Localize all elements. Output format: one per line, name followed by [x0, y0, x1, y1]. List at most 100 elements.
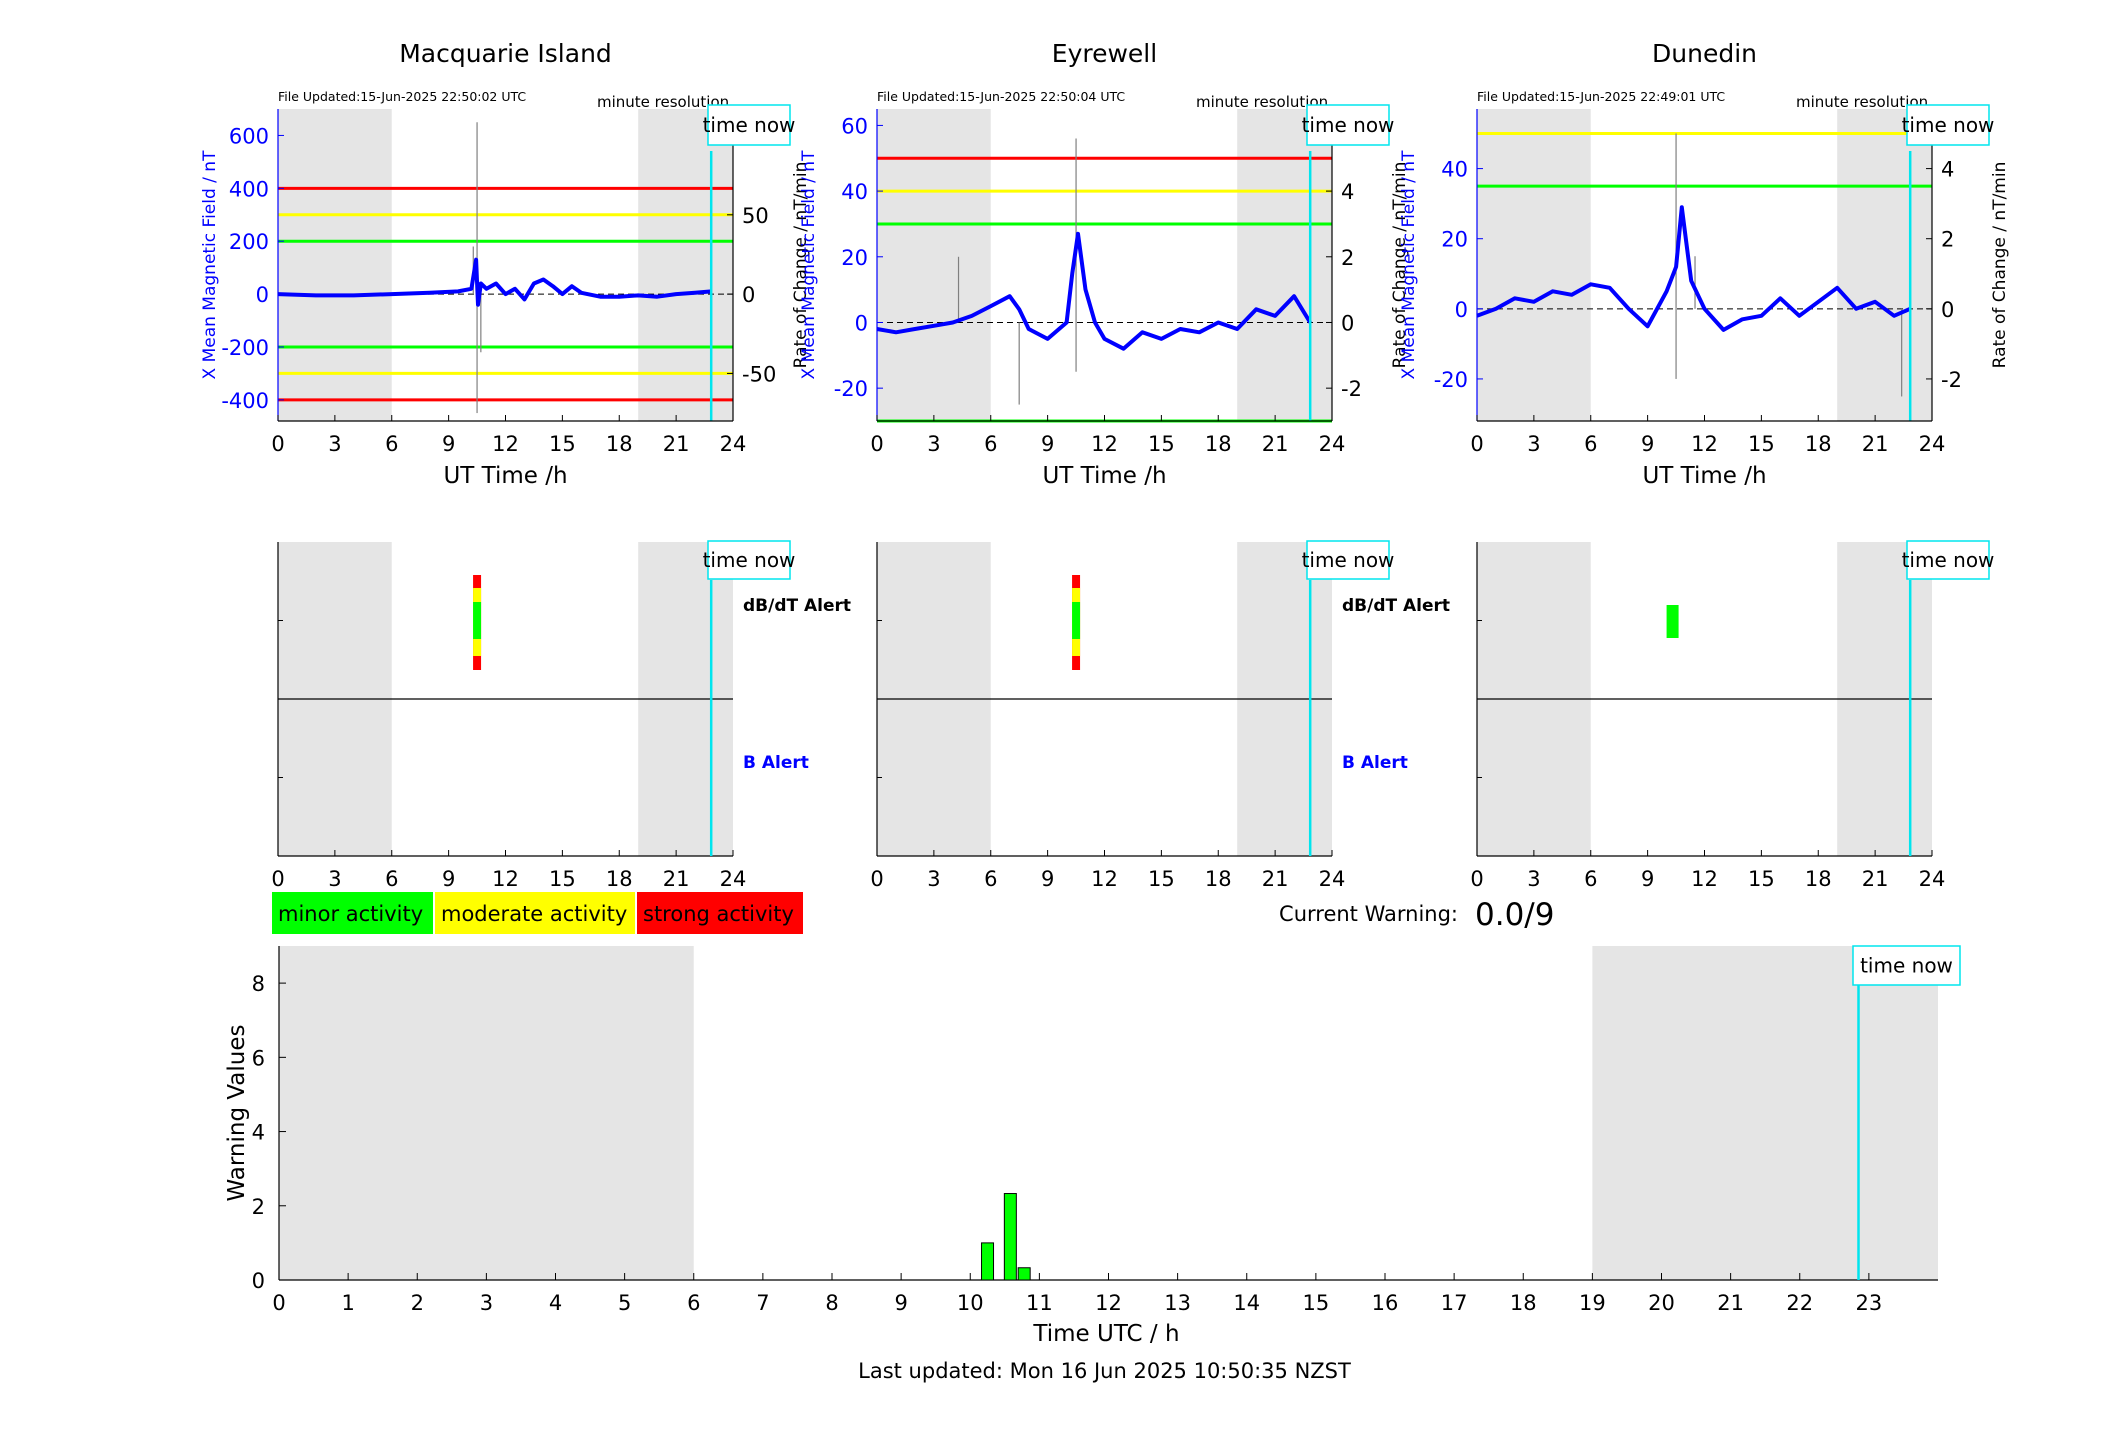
- dbdt-alert-label: dB/dT Alert: [743, 596, 851, 616]
- warning-x-tick-label: 22: [1786, 1291, 1813, 1315]
- left-tick-label: 40: [1441, 158, 1468, 182]
- alert-x-tick-label: 3: [927, 867, 940, 891]
- b-alert-label: B Alert: [1342, 753, 1408, 773]
- warning-y-tick-label: 8: [252, 972, 265, 996]
- right-tick-label: 0: [742, 283, 755, 307]
- x-axis-label: UT Time /h: [1042, 463, 1166, 489]
- left-tick-label: 20: [841, 246, 868, 270]
- x-tick-label: 21: [1262, 432, 1289, 456]
- x-tick-label: 15: [1148, 432, 1175, 456]
- left-tick-label: 0: [256, 283, 269, 307]
- legend-label: moderate activity: [441, 902, 627, 926]
- alert-x-tick-label: 21: [1262, 867, 1289, 891]
- left-tick-label: 200: [229, 230, 269, 254]
- x-tick-label: 3: [927, 432, 940, 456]
- warning-x-tick-label: 16: [1372, 1291, 1399, 1315]
- warning-x-tick-label: 7: [756, 1291, 769, 1315]
- night-shading: [278, 109, 392, 421]
- file-updated-text: File Updated:15-Jun-2025 22:50:04 UTC: [877, 89, 1125, 104]
- x-tick-label: 18: [606, 432, 633, 456]
- alert-x-tick-label: 9: [1641, 867, 1654, 891]
- x-tick-label: 9: [1641, 432, 1654, 456]
- alert-x-tick-label: 9: [1041, 867, 1054, 891]
- warning-x-tick-label: 3: [480, 1291, 493, 1315]
- alert-x-tick-label: 12: [1691, 867, 1718, 891]
- time-now-box: [1306, 104, 1390, 146]
- x-axis-label: UT Time /h: [1642, 463, 1766, 489]
- alert-marker-minor: [1072, 602, 1081, 639]
- legend-swatch-0: [272, 892, 433, 934]
- figure-layer-front: Macquarie Island File Updated:15-Jun-2025…: [200, 39, 2010, 1383]
- alert-x-tick-label: 0: [271, 867, 284, 891]
- x-tick-label: 21: [1862, 432, 1889, 456]
- right-tick-label: 0: [1341, 311, 1354, 335]
- warning-bar: [981, 1242, 995, 1281]
- warning-x-tick-label: 5: [618, 1291, 631, 1315]
- right-tick-label: -50: [742, 362, 776, 386]
- legend-swatch-1: [435, 892, 635, 934]
- right-axis-label: Rate of Change / nT/min: [1990, 162, 2010, 369]
- warning-x-axis-label: Time UTC / h: [1032, 1321, 1179, 1347]
- legend-swatch-2: [637, 892, 803, 934]
- x-tick-label: 18: [1805, 432, 1832, 456]
- warning-x-tick-label: 13: [1164, 1291, 1191, 1315]
- warning-x-tick-label: 11: [1026, 1291, 1053, 1315]
- minute-resolution-label: minute resolution: [1196, 93, 1328, 111]
- right-axis-label: Rate of Change / nT/min: [1390, 162, 1410, 369]
- alert-x-tick-label: 24: [1319, 867, 1346, 891]
- alert-x-tick-label: 12: [492, 867, 519, 891]
- time-now-box: [707, 104, 791, 146]
- alert-x-tick-label: 15: [1148, 867, 1175, 891]
- warning-bar: [1003, 1193, 1017, 1281]
- right-tick-label: 0: [1941, 298, 1954, 322]
- warning-x-tick-label: 0: [272, 1291, 285, 1315]
- x-tick-label: 12: [1091, 432, 1118, 456]
- warning-x-tick-label: 19: [1579, 1291, 1606, 1315]
- x-tick-label: 15: [549, 432, 576, 456]
- x-tick-label: 3: [328, 432, 341, 456]
- station-title: Eyrewell: [1052, 39, 1157, 68]
- alert-x-tick-label: 6: [1584, 867, 1597, 891]
- night-shading: [1237, 109, 1332, 421]
- right-tick-label: -2: [1341, 377, 1362, 401]
- current-warning-value: 0.0/9: [1475, 897, 1554, 933]
- left-tick-label: -200: [221, 336, 269, 360]
- warning-x-tick-label: 4: [549, 1291, 562, 1315]
- warning-night-shading: [279, 946, 694, 1280]
- left-tick-label: 20: [1441, 228, 1468, 252]
- night-shading: [1837, 109, 1932, 421]
- warning-x-tick-label: 1: [341, 1291, 354, 1315]
- left-tick-label: 400: [229, 177, 269, 201]
- warning-bar: [1017, 1267, 1031, 1281]
- mean-field-line: [277, 257, 712, 307]
- x-tick-label: 12: [1691, 432, 1718, 456]
- warning-x-tick-label: 2: [411, 1291, 424, 1315]
- x-tick-label: 9: [442, 432, 455, 456]
- warning-x-tick-label: 21: [1717, 1291, 1744, 1315]
- x-tick-label: 21: [663, 432, 690, 456]
- dbdt-alert-label: dB/dT Alert: [1342, 596, 1450, 616]
- right-tick-label: 2: [1941, 228, 1954, 252]
- last-updated-footer: Last updated: Mon 16 Jun 2025 10:50:35 N…: [858, 1359, 1351, 1383]
- warning-x-tick-label: 8: [825, 1291, 838, 1315]
- left-axis-label: X Mean Magnetic Field / nT: [200, 150, 220, 380]
- warning-y-axis-label: Warning Values: [224, 1024, 250, 1201]
- alert-x-tick-label: 9: [442, 867, 455, 891]
- left-axis-label: X Mean Magnetic Field / nT: [799, 150, 819, 380]
- time-now-label: time now: [703, 113, 796, 137]
- alert-x-tick-label: 0: [870, 867, 883, 891]
- alert-x-tick-label: 6: [385, 867, 398, 891]
- mean-field-line: [876, 231, 1312, 351]
- time-now-label: time now: [1860, 954, 1953, 978]
- current-warning-label: Current Warning:: [1279, 902, 1458, 926]
- b-alert-label: B Alert: [743, 753, 809, 773]
- left-tick-label: 40: [841, 180, 868, 204]
- x-tick-label: 15: [1748, 432, 1775, 456]
- file-updated-text: File Updated:15-Jun-2025 22:50:02 UTC: [278, 89, 526, 104]
- x-tick-label: 6: [984, 432, 997, 456]
- left-tick-label: -400: [221, 389, 269, 413]
- warning-x-tick-label: 6: [687, 1291, 700, 1315]
- x-tick-label: 0: [1470, 432, 1483, 456]
- minute-resolution-label: minute resolution: [597, 93, 729, 111]
- x-tick-label: 24: [1919, 432, 1946, 456]
